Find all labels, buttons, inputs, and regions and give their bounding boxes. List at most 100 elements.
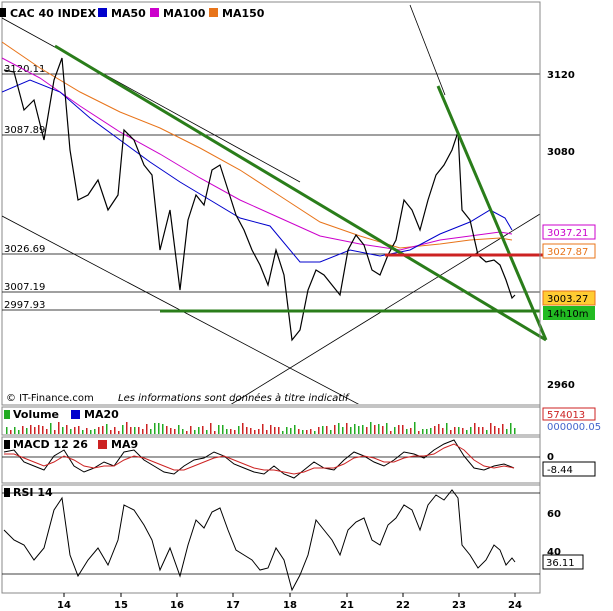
volume-bar	[434, 426, 436, 434]
volume-bar	[166, 426, 168, 434]
x-axis-label: 18	[283, 600, 297, 611]
rsi-panel	[1, 484, 541, 594]
volume-bar	[366, 427, 368, 434]
volume-bar	[26, 428, 28, 434]
volume-bar	[294, 425, 296, 434]
volume-bar	[246, 427, 248, 434]
ma50-line	[2, 79, 513, 263]
x-axis-label: 17	[226, 600, 240, 611]
volume-bar	[426, 429, 428, 434]
legend-ma50: MA50	[111, 7, 146, 20]
legend-rsi: RSI 14	[13, 486, 53, 499]
x-axis-label: 16	[170, 600, 184, 611]
volume-bar	[18, 430, 20, 434]
volume-bar	[206, 430, 208, 434]
volume-bar	[146, 424, 148, 434]
price-tag-ma100: 3037.21	[547, 228, 588, 239]
volume-bar	[214, 431, 216, 434]
macd-legend: MACD 12 26 MA9	[4, 438, 138, 451]
volume-bar	[126, 422, 128, 434]
volume-bar	[94, 429, 96, 434]
macd-line	[3, 439, 515, 479]
volume-bar	[470, 427, 472, 434]
macd-signal-line	[4, 443, 515, 475]
x-axis-label: 23	[452, 600, 466, 611]
volume-bar	[250, 428, 252, 434]
volume-bar	[50, 423, 52, 434]
volume-bar	[122, 425, 124, 434]
price-line	[3, 57, 516, 342]
legend-ma20: MA20	[84, 408, 119, 421]
x-axis-label: 22	[396, 600, 410, 611]
volume-bar	[418, 431, 420, 434]
volume-bar	[462, 428, 464, 434]
volume-bar	[78, 426, 80, 434]
volume-bar	[502, 424, 504, 434]
volume-bar	[430, 428, 432, 434]
volume-bar	[450, 430, 452, 434]
volume-bar	[6, 427, 8, 434]
macd-panel	[1, 436, 541, 484]
price-axis-3080: 3080	[547, 147, 575, 158]
macd-tag-value: -8.44	[547, 465, 573, 476]
volume-bar	[478, 427, 480, 434]
level-label-3087: 3087.89	[4, 125, 45, 136]
volume-bar	[454, 427, 456, 434]
volume-bar	[42, 426, 44, 434]
legend-ma9: MA9	[111, 438, 138, 451]
volume-bar	[474, 423, 476, 434]
legend-ma150: MA150	[222, 7, 265, 20]
volume-bar	[406, 429, 408, 434]
volume-bar	[370, 422, 372, 434]
x-axis-label: 24	[508, 600, 522, 611]
volume-bar	[318, 427, 320, 434]
volume-bar	[410, 428, 412, 434]
ma150-line	[2, 41, 513, 249]
legend-cac40: CAC 40 INDEX	[10, 7, 97, 20]
volume-bar	[138, 427, 140, 434]
x-axis-label: 15	[114, 600, 128, 611]
volume-bar	[210, 423, 212, 434]
volume-bar	[378, 424, 380, 434]
volume-bar	[342, 427, 344, 434]
price-axis-2960: 2960	[547, 380, 575, 391]
volume-bar	[290, 428, 292, 434]
volume-bar	[86, 428, 88, 434]
volume-tag-ma: 000000.05	[547, 422, 601, 433]
volume-bar	[70, 429, 72, 434]
volume-bar	[382, 426, 384, 434]
volume-bar	[182, 429, 184, 434]
volume-bar	[498, 428, 500, 434]
volume-bar	[306, 430, 308, 434]
volume-bar	[222, 425, 224, 434]
volume-bar	[118, 431, 120, 434]
volume-bar	[226, 429, 228, 434]
volume-bar	[270, 425, 272, 434]
macd-axis-0: 0	[547, 452, 554, 463]
rsi-axis-60: 60	[547, 509, 561, 520]
ma100-line	[2, 57, 513, 251]
volume-bar	[394, 427, 396, 434]
volume-bar	[106, 424, 108, 434]
rsi-legend: RSI 14	[4, 486, 53, 499]
watermark-source: © IT-Finance.com	[6, 393, 94, 404]
rsi-tag-value: 36.11	[546, 558, 575, 569]
volume-bar	[202, 426, 204, 434]
volume-bar	[58, 422, 60, 434]
volume-bar	[38, 425, 40, 434]
price-tag-ma150: 3027.87	[547, 247, 588, 258]
volume-bar	[322, 426, 324, 434]
volume-bar	[510, 423, 512, 434]
volume-bar	[326, 426, 328, 434]
price-tag-last: 3003.27	[547, 294, 588, 305]
volume-bar	[446, 423, 448, 434]
volume-bar	[494, 426, 496, 434]
volume-bar	[386, 423, 388, 434]
volume-bar	[398, 425, 400, 434]
volume-bar	[358, 426, 360, 434]
legend-macd: MACD 12 26	[13, 438, 88, 451]
price-axis-3120: 3120	[547, 70, 575, 81]
volume-bar	[262, 424, 264, 434]
volume-bar	[466, 430, 468, 434]
